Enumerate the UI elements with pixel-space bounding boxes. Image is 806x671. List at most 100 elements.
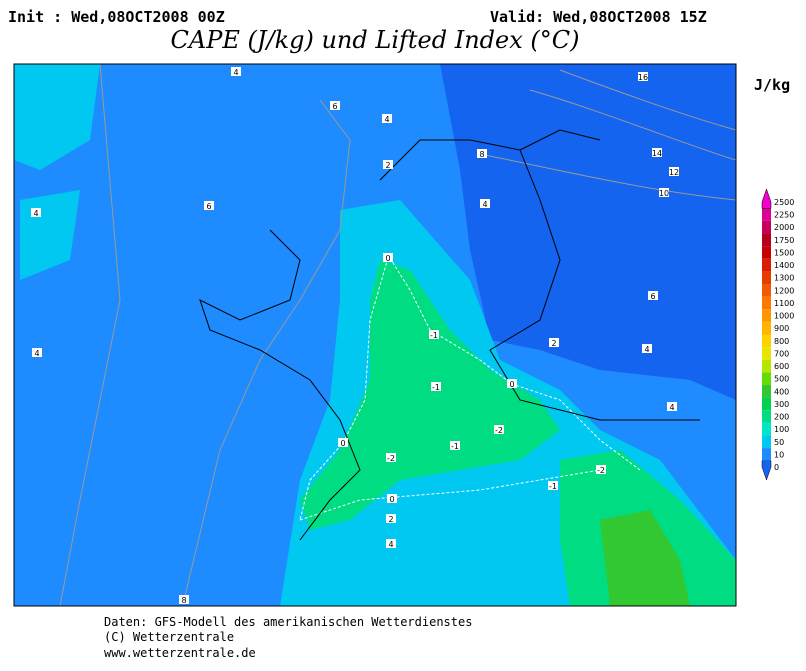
contour-label-box bbox=[549, 338, 559, 347]
contour-label: -2 bbox=[597, 466, 605, 475]
contour-label: 6 bbox=[332, 102, 337, 111]
contour bbox=[59, 63, 351, 607]
contour-label: -1 bbox=[549, 482, 557, 491]
contour-label-box bbox=[386, 539, 396, 548]
colorbar-label: 600 bbox=[774, 362, 789, 371]
colorbar-cell bbox=[762, 372, 771, 385]
contour-label: 4 bbox=[644, 345, 649, 354]
contour-label-box bbox=[659, 188, 669, 197]
map-frame bbox=[13, 63, 737, 607]
contour-label-box bbox=[450, 441, 460, 450]
contour-label-box bbox=[648, 291, 658, 300]
title: CAPE (J/kg) und Lifted Index (°C) bbox=[171, 26, 580, 54]
contour-label-box bbox=[231, 67, 241, 76]
contour-label: 14 bbox=[652, 149, 662, 158]
contour-label: 2 bbox=[385, 161, 390, 170]
contour-label-box bbox=[507, 379, 517, 388]
footer-line: (C) Wetterzentrale bbox=[104, 630, 234, 644]
colorbar-label: 1100 bbox=[774, 299, 794, 308]
region-green-dark bbox=[600, 510, 690, 606]
contour bbox=[389, 257, 641, 471]
contour-label-box bbox=[477, 149, 487, 158]
contour-label-box bbox=[386, 453, 396, 462]
contour-label-box bbox=[642, 344, 652, 353]
colorbar-label: 2500 bbox=[774, 198, 794, 207]
colorbar-label: 1400 bbox=[774, 261, 794, 270]
colorbar-label: 500 bbox=[774, 375, 789, 384]
colorbar-label: 200 bbox=[774, 413, 789, 422]
colorbar-cell bbox=[762, 334, 771, 348]
colorbar-cell bbox=[762, 347, 771, 360]
colorbar-label: 300 bbox=[774, 400, 789, 409]
contour-label: -1 bbox=[432, 383, 440, 392]
contour-label-box bbox=[548, 481, 558, 490]
contour-label: 4 bbox=[233, 68, 238, 77]
colorbar-cell bbox=[762, 309, 771, 322]
colorbar-label: 2250 bbox=[774, 211, 794, 220]
contour-label: -1 bbox=[451, 442, 459, 451]
contour-label-box bbox=[179, 595, 189, 604]
colorbar-cell bbox=[761, 460, 772, 481]
contour-label: 0 bbox=[509, 380, 514, 389]
colorbar-label: 900 bbox=[774, 324, 789, 333]
colorbar-cell bbox=[762, 220, 771, 234]
map: 4 6 4 2 8 16 14 12 10 4 6 4 0 6 2 4 -1 4 -1 0 4 0 -2 -1 -2 -2 -1 0 2… bbox=[13, 63, 737, 607]
region-green bbox=[300, 260, 560, 530]
contour-label: 10 bbox=[659, 189, 669, 198]
colorbar-label: 1750 bbox=[774, 236, 794, 245]
colorbar-cell bbox=[762, 410, 771, 423]
contour-label-box bbox=[652, 148, 662, 157]
colorbar-cell bbox=[762, 384, 771, 398]
colorbar-label: 50 bbox=[774, 438, 784, 447]
colorbar-cell bbox=[762, 397, 771, 411]
colorbar-label: 1000 bbox=[774, 312, 794, 321]
contour-label-box bbox=[204, 201, 214, 210]
contour-label: 4 bbox=[384, 115, 389, 124]
colorbar-label: 1300 bbox=[774, 274, 794, 283]
contour bbox=[299, 469, 601, 521]
colorbar: 0 10 50 100 200 300 400 500 600 700 800 900 1000 1100… bbox=[761, 188, 794, 481]
colorbar-cell bbox=[762, 435, 771, 449]
colorbar-cell bbox=[762, 271, 771, 285]
contour-label: 8 bbox=[181, 596, 186, 605]
contour-label-box bbox=[431, 382, 441, 391]
colorbar-label: 100 bbox=[774, 425, 789, 434]
contour-label-box bbox=[669, 167, 679, 176]
contour-label: 6 bbox=[206, 202, 211, 211]
border bbox=[199, 129, 700, 541]
colorbar-label: 400 bbox=[774, 387, 789, 396]
contour-label-box bbox=[387, 494, 397, 503]
colorbar-cell bbox=[762, 233, 771, 247]
contour-label: 16 bbox=[638, 73, 648, 82]
contour-label: 2 bbox=[388, 515, 393, 524]
contour-label: 8 bbox=[479, 150, 484, 159]
contour-label-box bbox=[330, 101, 340, 110]
colorbar-cell bbox=[762, 208, 771, 221]
contour-label: -2 bbox=[387, 454, 395, 463]
contour-label: 0 bbox=[340, 439, 345, 448]
colorbar-cell bbox=[762, 321, 771, 335]
contour-label-box bbox=[383, 253, 393, 262]
colorbar-cell bbox=[762, 284, 771, 297]
valid-time: Valid: Wed,08OCT2008 15Z bbox=[490, 8, 707, 26]
contour-label: 6 bbox=[650, 292, 655, 301]
contour-label: 4 bbox=[669, 403, 674, 412]
init-time: Init : Wed,08OCT2008 00Z bbox=[8, 8, 225, 26]
contour-label: 0 bbox=[385, 254, 390, 263]
contour-label-box bbox=[494, 425, 504, 434]
colorbar-label: 1200 bbox=[774, 286, 794, 295]
contour-label-box bbox=[31, 208, 41, 217]
contour-label-box bbox=[386, 514, 396, 523]
colorbar-cell bbox=[762, 448, 771, 461]
contour-label: 2 bbox=[551, 339, 556, 348]
contour-label: -2 bbox=[495, 426, 503, 435]
footer-line: www.wetterzentrale.de bbox=[104, 646, 256, 660]
contour-label: -1 bbox=[430, 331, 438, 340]
colorbar-label: 2000 bbox=[774, 223, 794, 232]
colorbar-cell bbox=[761, 188, 772, 209]
contour-label-box bbox=[429, 330, 439, 339]
region-cyan bbox=[14, 64, 100, 170]
contour bbox=[479, 69, 737, 201]
contour-label-box bbox=[383, 160, 393, 169]
